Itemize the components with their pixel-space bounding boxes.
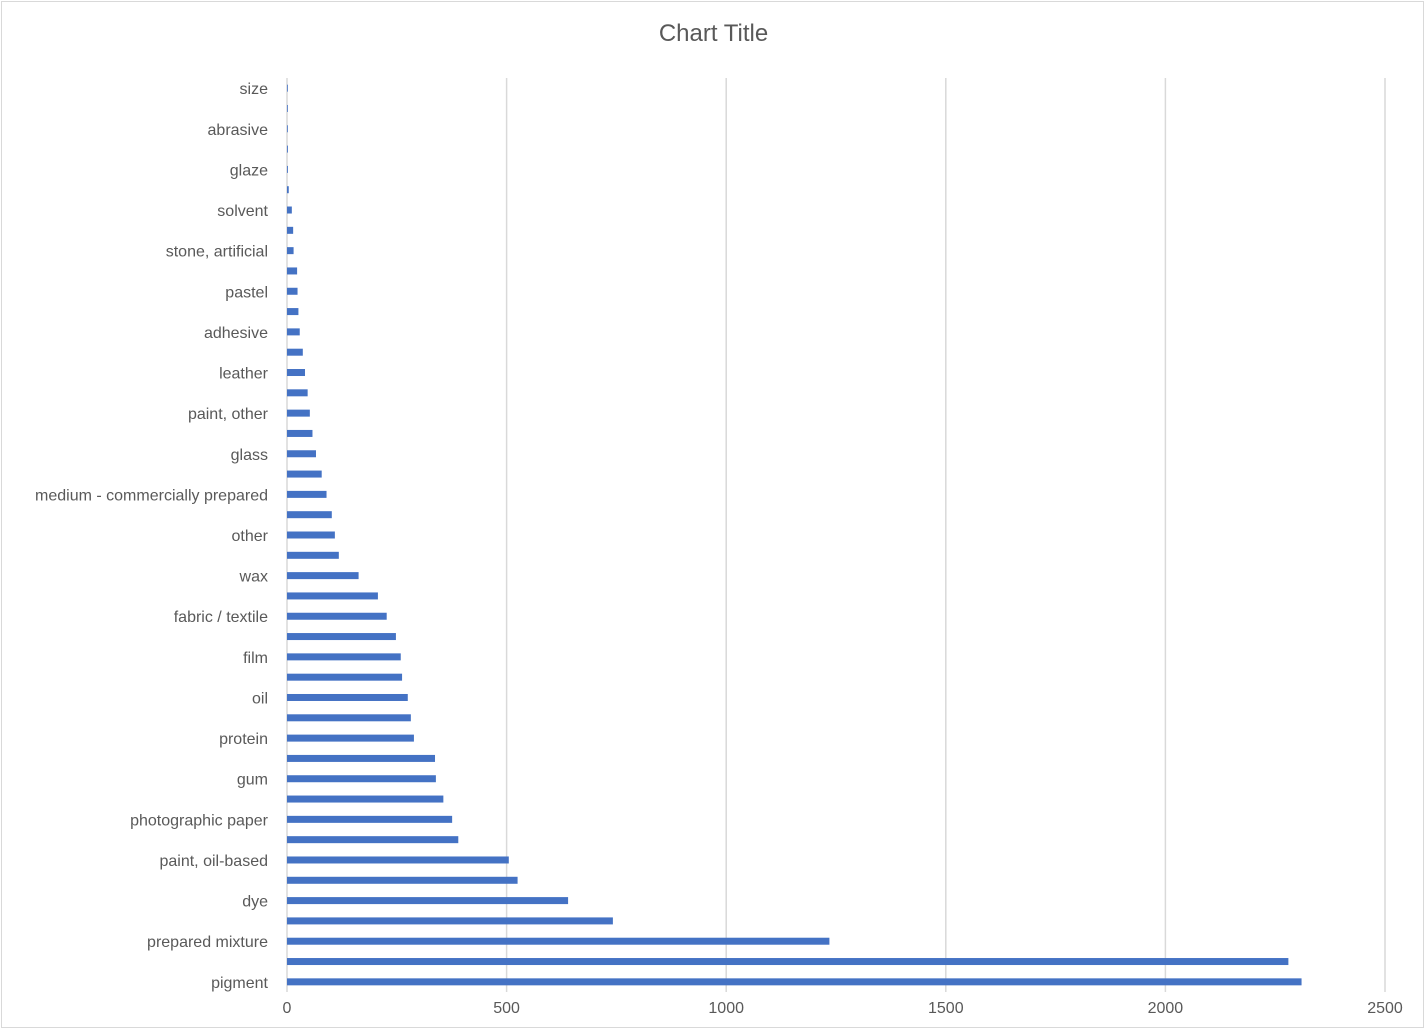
x-tick-label: 2500 [1367, 1000, 1403, 1017]
category-label: film [243, 650, 268, 667]
bar [287, 450, 316, 458]
category-label: pastel [225, 284, 268, 301]
bar [287, 389, 308, 397]
bar [287, 551, 339, 559]
x-tick-label: 2000 [1148, 1000, 1184, 1017]
category-label: size [240, 81, 269, 98]
category-label: glass [231, 447, 268, 464]
bar [287, 653, 401, 661]
category-label: fabric / textile [174, 609, 268, 626]
bar [287, 206, 292, 214]
category-label: leather [219, 366, 269, 383]
category-label: paint, other [188, 406, 269, 423]
category-label: glaze [230, 162, 268, 179]
x-tick-label: 1000 [708, 1000, 744, 1017]
bar [287, 531, 335, 539]
bar [287, 693, 408, 701]
category-label: prepared mixture [147, 934, 268, 951]
category-label: medium - commercially prepared [35, 487, 268, 504]
bar [287, 754, 436, 762]
category-label: wax [239, 569, 268, 586]
bar [287, 856, 509, 864]
bar [287, 572, 359, 580]
category-label: solvent [217, 203, 268, 220]
bar [287, 470, 322, 478]
bar [287, 287, 298, 295]
bar [287, 958, 1289, 966]
x-tick-label: 500 [493, 1000, 520, 1017]
bar [287, 673, 403, 681]
bar [287, 978, 1302, 986]
category-label: photographic paper [130, 812, 269, 829]
category-label: paint, oil-based [159, 853, 268, 870]
bar [287, 917, 613, 925]
x-tick-label: 1500 [928, 1000, 964, 1017]
bar [287, 226, 294, 234]
bar [287, 348, 303, 356]
category-label: protein [219, 731, 268, 748]
bar [287, 876, 518, 884]
bar [287, 429, 313, 437]
bar [287, 267, 298, 275]
category-label: oil [252, 690, 268, 707]
category-label: gum [237, 772, 268, 789]
bar [287, 308, 299, 316]
bar [287, 815, 453, 823]
bar [287, 714, 411, 722]
category-label: adhesive [204, 325, 268, 342]
bar [287, 836, 459, 844]
bar [287, 247, 294, 255]
bar [287, 612, 387, 620]
category-label: pigment [211, 975, 268, 992]
category-label: other [232, 528, 269, 545]
bar [287, 592, 378, 600]
bar [287, 511, 332, 519]
bar [287, 633, 396, 641]
bar [287, 145, 288, 153]
chart-title: Chart Title [658, 20, 769, 47]
bar [287, 104, 288, 112]
bar [287, 84, 288, 92]
bar [287, 125, 288, 133]
bar [287, 775, 436, 783]
bar [287, 328, 300, 336]
bar [287, 734, 414, 742]
bar [287, 937, 830, 945]
bar [287, 795, 444, 803]
category-label: abrasive [208, 122, 269, 139]
bar [287, 490, 327, 498]
bar [287, 409, 310, 417]
category-label: stone, artificial [166, 244, 268, 261]
bar [287, 897, 569, 905]
x-tick-label: 0 [283, 1000, 292, 1017]
bar [287, 369, 306, 377]
bar [287, 186, 289, 194]
bar [287, 165, 288, 173]
category-label: dye [242, 894, 268, 911]
